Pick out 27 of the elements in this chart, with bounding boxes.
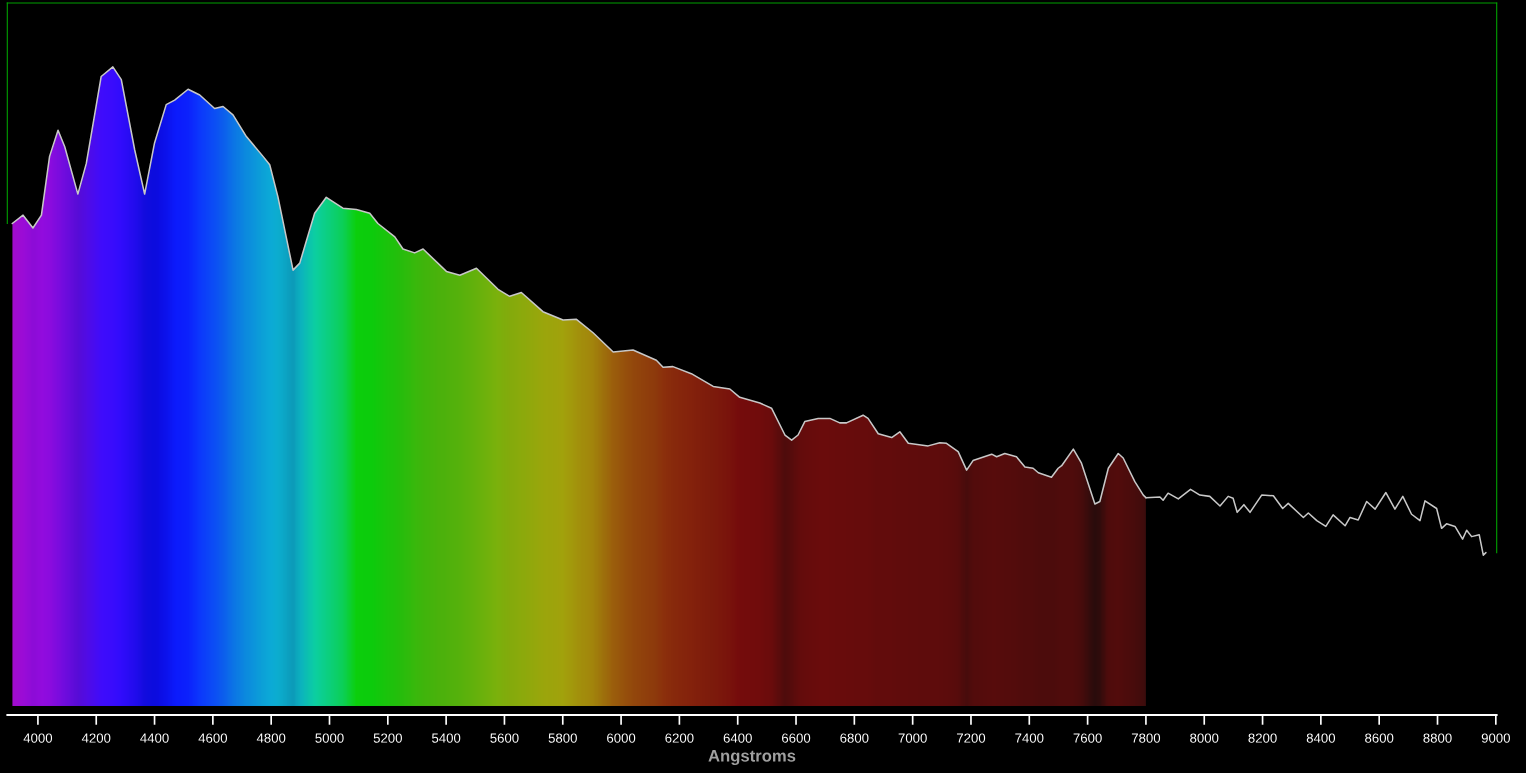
- x-tick-label: 5200: [373, 733, 402, 743]
- x-tick-label: 8600: [1365, 733, 1394, 743]
- x-tick-label: 4400: [140, 733, 169, 743]
- x-tick-label: 5400: [431, 733, 461, 743]
- x-tick-label: 6800: [840, 733, 869, 743]
- x-tick-label: 8800: [1423, 733, 1452, 743]
- x-tick-label: 6600: [782, 733, 811, 743]
- x-tick-label: 5000: [315, 733, 344, 743]
- x-tick-label: 4600: [198, 733, 228, 743]
- x-tick-label: 7600: [1073, 733, 1102, 743]
- x-tick-label: 7400: [1015, 733, 1044, 743]
- x-tick-label: 8400: [1306, 733, 1336, 743]
- x-tick-label: 9000: [1481, 733, 1510, 743]
- x-tick-label: 5800: [548, 733, 577, 743]
- x-tick-label: 5600: [490, 733, 519, 743]
- x-tick-label: 8000: [1190, 733, 1219, 743]
- x-tick-label: 8200: [1248, 733, 1277, 743]
- x-tick-label: 6400: [723, 733, 752, 743]
- x-tick-label: 7800: [1131, 733, 1161, 743]
- x-tick-label: 6200: [665, 733, 694, 743]
- x-tick-label: 4200: [81, 733, 111, 743]
- x-tick-label: 4000: [23, 733, 53, 743]
- x-tick-label: 7000: [898, 733, 927, 743]
- x-tick-label: 7200: [956, 733, 986, 743]
- x-tick-label: 4800: [256, 733, 286, 743]
- x-axis-title: Angstroms: [708, 750, 796, 766]
- x-tick-label: 6000: [607, 733, 636, 743]
